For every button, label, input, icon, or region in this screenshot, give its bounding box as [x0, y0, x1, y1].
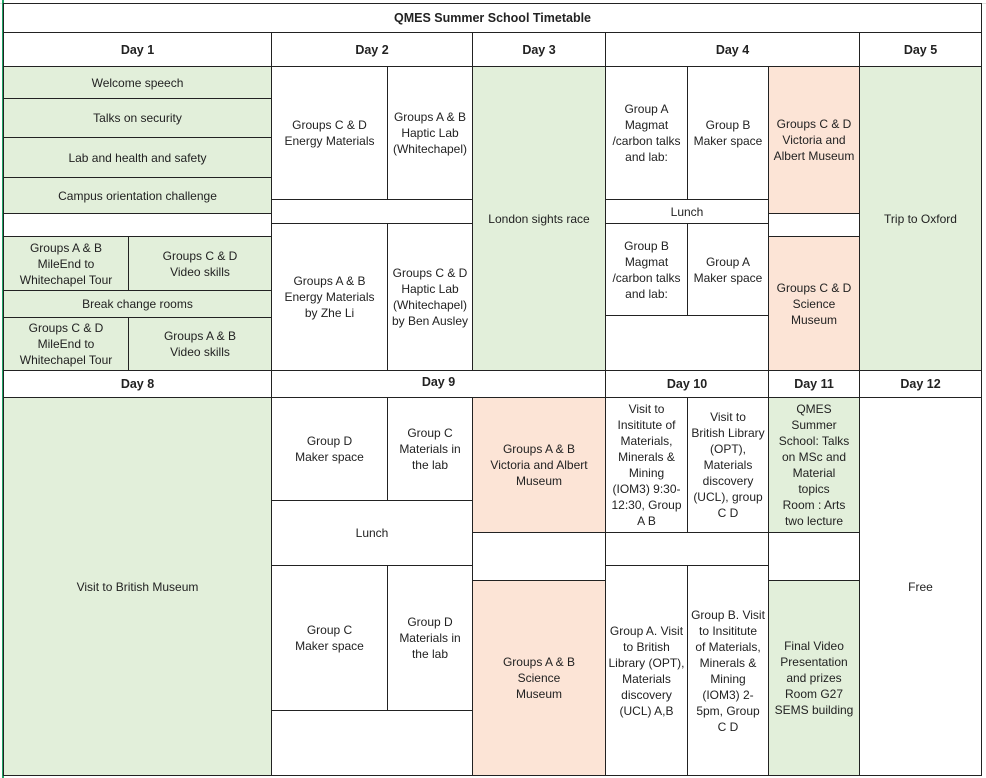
header-day-3[interactable]: Day 3 — [472, 32, 606, 67]
header-day-8[interactable]: Day 8 — [3, 370, 272, 398]
cell-iom-b[interactable]: Group B. Visit to Insititute of Material… — [687, 565, 769, 776]
cell-magmat-a[interactable]: Group A Magmat /carbon talks and lab: — [605, 66, 688, 200]
header-day-11[interactable]: Day 11 — [768, 370, 860, 398]
cell-empty[interactable] — [271, 199, 473, 224]
cell-final-presentation[interactable]: Final Video Presentation and prizes Room… — [768, 580, 860, 776]
cell-empty[interactable] — [605, 315, 769, 371]
cell-lunch[interactable]: Lunch — [271, 500, 473, 566]
cell-maker-c[interactable]: Group C Maker space — [271, 565, 388, 711]
cell-haptic-cd[interactable]: Groups C & D Haptic Lab (Whitechapel) by… — [387, 223, 473, 371]
header-day-12[interactable]: Day 12 — [859, 370, 982, 398]
cell-welcome-speech[interactable]: Welcome speech — [3, 66, 272, 99]
cell-empty[interactable] — [768, 213, 860, 237]
cell-break[interactable]: Break change rooms — [3, 290, 272, 318]
cell-london-sights-race[interactable]: London sights race — [472, 66, 606, 371]
timetable-title[interactable]: QMES Summer School Timetable — [3, 3, 982, 33]
cell-magmat-b[interactable]: Group B Magmat /carbon talks and lab: — [605, 223, 688, 316]
cell-energy-ab[interactable]: Groups A & B Energy Materials by Zhe Li — [271, 223, 388, 371]
cell-lab-safety[interactable]: Lab and health and safety — [3, 137, 272, 178]
cell-free[interactable]: Free — [859, 397, 982, 776]
cell-va-ab[interactable]: Groups A & B Victoria and Albert Museum — [472, 397, 606, 533]
header-day-10[interactable]: Day 10 — [605, 370, 769, 398]
cell-science-ab[interactable]: Groups A & B Science Museum — [472, 580, 606, 776]
cell-science-cd[interactable]: Groups C & D Science Museum — [768, 236, 860, 371]
cell-qmes-talks[interactable]: QMES Summer School: Talks on MSc and Mat… — [768, 397, 860, 533]
cell-lab-d[interactable]: Group D Materials in the lab — [387, 565, 473, 711]
header-day-4[interactable]: Day 4 — [605, 32, 860, 67]
cell-british-museum[interactable]: Visit to British Museum — [3, 397, 272, 776]
cell-campus-orientation[interactable]: Campus orientation challenge — [3, 177, 272, 214]
cell-empty[interactable] — [472, 532, 606, 581]
cell-empty[interactable] — [271, 710, 473, 776]
cell-empty[interactable] — [768, 532, 860, 581]
cell-tour-cd[interactable]: Groups C & D MileEnd to Whitechapel Tour — [3, 317, 129, 371]
cell-lab-c[interactable]: Group C Materials in the lab — [387, 397, 473, 501]
header-day-9[interactable]: Day 9 — [271, 370, 606, 398]
cell-maker-d[interactable]: Group D Maker space — [271, 397, 388, 501]
cell-tour-ab[interactable]: Groups A & B MileEnd to Whitechapel Tour — [3, 236, 129, 291]
cell-video-ab[interactable]: Groups A & B Video skills — [128, 317, 272, 371]
cell-empty[interactable] — [3, 213, 272, 237]
cell-trip-oxford[interactable]: Trip to Oxford — [859, 66, 982, 371]
cell-maker-b[interactable]: Group B Maker space — [687, 66, 769, 200]
header-day-1[interactable]: Day 1 — [3, 32, 272, 67]
cell-va-cd[interactable]: Groups C & D Victoria and Albert Museum — [768, 66, 860, 214]
cell-iom-ab[interactable]: Visit to Insititute of Materials, Minera… — [605, 397, 688, 533]
cell-haptic-ab[interactable]: Groups A & B Haptic Lab (Whitechapel) — [387, 66, 473, 200]
cell-bl-a[interactable]: Group A. Visit to British Library (OPT),… — [605, 565, 688, 776]
cell-talks-security[interactable]: Talks on security — [3, 98, 272, 138]
cell-bl-cd[interactable]: Visit to British Library (OPT), Material… — [687, 397, 769, 533]
cell-energy-cd[interactable]: Groups C & D Energy Materials — [271, 66, 388, 200]
cell-video-cd[interactable]: Groups C & D Video skills — [128, 236, 272, 291]
header-day-5[interactable]: Day 5 — [859, 32, 982, 67]
cell-empty[interactable] — [605, 532, 769, 566]
cell-maker-a[interactable]: Group A Maker space — [687, 223, 769, 316]
cell-lunch[interactable]: Lunch — [605, 199, 769, 224]
header-day-2[interactable]: Day 2 — [271, 32, 473, 67]
